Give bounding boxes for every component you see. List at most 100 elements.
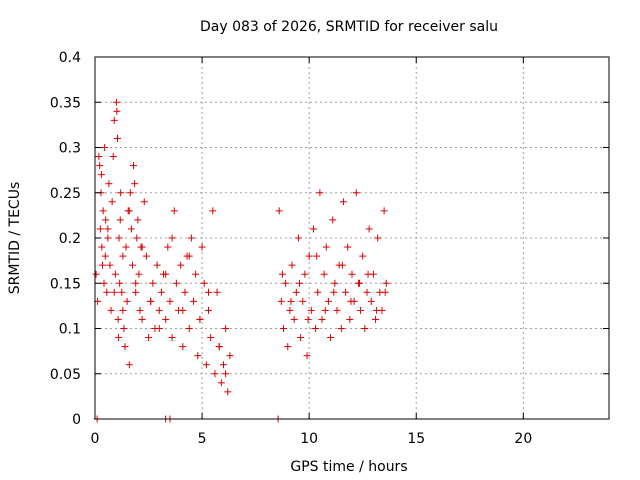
- x-tick-label: 15: [407, 431, 425, 447]
- data-point: [222, 370, 230, 378]
- data-point: [153, 261, 161, 269]
- data-point: [297, 334, 305, 342]
- data-point: [155, 325, 163, 332]
- data-point: [316, 189, 324, 197]
- data-point: [111, 270, 119, 278]
- data-point: [185, 252, 193, 260]
- data-point: [96, 162, 104, 170]
- data-point: [168, 334, 176, 342]
- data-point: [135, 270, 143, 278]
- data-point: [209, 207, 217, 215]
- data-point: [179, 343, 187, 351]
- data-point: [333, 306, 341, 314]
- data-point: [318, 315, 326, 323]
- data-point: [331, 279, 339, 287]
- data-point: [162, 270, 170, 278]
- data-point: [95, 153, 103, 161]
- data-point: [215, 343, 223, 351]
- data-point: [314, 288, 322, 296]
- data-point: [132, 288, 140, 296]
- data-point: [303, 352, 311, 360]
- data-point: [98, 243, 106, 251]
- x-tick-label: 0: [91, 431, 100, 447]
- data-point: [288, 261, 296, 269]
- data-point: [313, 252, 321, 260]
- data-point: [307, 306, 315, 314]
- data-point: [119, 252, 127, 260]
- data-point: [374, 234, 382, 242]
- data-point: [320, 270, 328, 278]
- data-point: [108, 198, 116, 206]
- data-point: [101, 144, 109, 151]
- y-tick-label: 0.2: [59, 231, 81, 247]
- data-point: [134, 216, 142, 224]
- data-point: [352, 189, 360, 197]
- data-point: [149, 279, 157, 287]
- data-point: [339, 198, 347, 206]
- data-point: [312, 325, 320, 332]
- data-point: [192, 270, 200, 278]
- data-point: [136, 306, 144, 314]
- data-point: [355, 279, 363, 287]
- data-point: [361, 325, 369, 332]
- data-point: [382, 279, 390, 287]
- y-tick-label: 0.35: [50, 95, 81, 111]
- data-point: [301, 270, 309, 278]
- data-point: [116, 279, 124, 287]
- data-point: [337, 325, 345, 332]
- data-point: [190, 297, 198, 305]
- data-point: [277, 297, 285, 305]
- data-point: [278, 270, 286, 278]
- y-tick-label: 0.3: [59, 141, 81, 157]
- data-point: [105, 180, 113, 188]
- data-point: [363, 288, 371, 296]
- data-point: [123, 297, 131, 305]
- data-point: [279, 325, 287, 332]
- data-point: [344, 243, 352, 251]
- chart-title: Day 083 of 2026, SRMTID for receiver sal…: [200, 19, 498, 35]
- data-point: [179, 306, 187, 314]
- data-point: [162, 315, 170, 323]
- data-point: [205, 288, 213, 296]
- data-points: [92, 98, 390, 423]
- data-point: [113, 107, 121, 115]
- data-point: [373, 306, 381, 314]
- x-tick-label: 5: [198, 431, 207, 447]
- x-tick-label: 10: [300, 431, 318, 447]
- data-point: [96, 225, 104, 233]
- data-point: [381, 288, 389, 296]
- data-point: [226, 352, 234, 360]
- data-point: [348, 270, 356, 278]
- data-point: [330, 288, 338, 296]
- data-point: [177, 261, 185, 269]
- data-point: [113, 134, 121, 142]
- data-point: [305, 252, 313, 260]
- x-axis-label: GPS time / hours: [290, 459, 407, 475]
- data-point: [104, 234, 112, 242]
- data-point: [166, 297, 174, 305]
- data-point: [322, 243, 330, 251]
- data-point: [145, 334, 153, 342]
- data-point: [213, 288, 221, 296]
- data-point: [115, 234, 123, 242]
- data-point: [327, 334, 335, 342]
- data-point: [172, 279, 180, 287]
- data-point: [125, 207, 133, 215]
- grid: [95, 57, 609, 419]
- data-point: [133, 234, 141, 242]
- y-tick-labels: 0 0.05 0.1 0.15 0.2 0.25 0.3 0.35 0.4: [50, 50, 81, 428]
- data-point: [98, 261, 106, 269]
- data-point: [125, 361, 133, 369]
- data-point: [380, 207, 388, 215]
- data-point: [170, 207, 178, 215]
- data-point: [103, 288, 111, 296]
- data-point: [107, 306, 115, 314]
- data-point: [290, 315, 298, 323]
- data-point: [329, 216, 337, 224]
- data-point: [100, 279, 108, 287]
- data-point: [109, 153, 117, 161]
- data-point: [114, 315, 122, 323]
- data-point: [359, 252, 367, 260]
- data-point: [286, 306, 294, 314]
- data-point: [97, 171, 105, 179]
